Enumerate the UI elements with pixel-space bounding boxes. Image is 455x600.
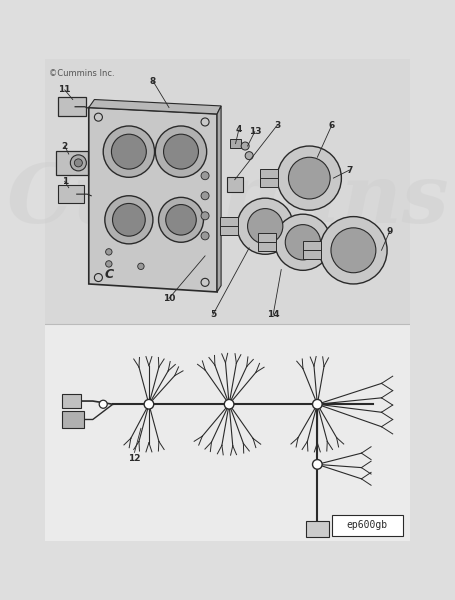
Circle shape [158, 197, 203, 242]
Circle shape [103, 126, 155, 178]
Circle shape [138, 263, 144, 269]
Text: ©Cummins Inc.: ©Cummins Inc. [49, 69, 114, 78]
Circle shape [163, 134, 198, 169]
Polygon shape [217, 106, 221, 292]
Text: 9: 9 [386, 227, 393, 236]
Circle shape [245, 152, 253, 160]
Text: 6: 6 [329, 121, 335, 130]
FancyBboxPatch shape [61, 412, 84, 428]
Polygon shape [89, 107, 217, 292]
Text: 13: 13 [248, 127, 261, 136]
Circle shape [201, 212, 209, 220]
Text: C: C [104, 268, 113, 281]
Text: 10: 10 [163, 294, 175, 303]
Circle shape [313, 400, 322, 409]
Circle shape [106, 248, 112, 255]
Circle shape [166, 205, 196, 235]
Circle shape [201, 192, 209, 200]
Text: Cummins: Cummins [6, 160, 449, 240]
Text: 1: 1 [61, 177, 68, 186]
Circle shape [111, 134, 147, 169]
Circle shape [74, 159, 82, 167]
FancyBboxPatch shape [220, 217, 238, 235]
Circle shape [106, 261, 112, 267]
Circle shape [201, 232, 209, 240]
Text: ep600gb: ep600gb [347, 520, 388, 530]
Circle shape [313, 460, 322, 469]
FancyBboxPatch shape [258, 233, 276, 251]
FancyBboxPatch shape [306, 521, 329, 538]
Text: 12: 12 [128, 454, 141, 463]
FancyBboxPatch shape [332, 515, 403, 536]
Circle shape [155, 126, 207, 178]
Bar [45, 59, 410, 324]
Circle shape [99, 400, 107, 408]
Text: 3: 3 [274, 121, 280, 130]
FancyBboxPatch shape [303, 241, 320, 259]
Text: 8: 8 [150, 77, 156, 86]
Circle shape [277, 146, 341, 210]
Circle shape [331, 228, 376, 273]
Text: 14: 14 [267, 310, 279, 319]
Circle shape [275, 214, 331, 271]
Polygon shape [89, 100, 221, 114]
Text: 2: 2 [61, 142, 68, 151]
FancyBboxPatch shape [61, 394, 81, 408]
FancyBboxPatch shape [58, 97, 86, 116]
Circle shape [320, 217, 387, 284]
Text: 5: 5 [210, 310, 216, 319]
Circle shape [224, 400, 234, 409]
FancyBboxPatch shape [56, 151, 88, 175]
FancyBboxPatch shape [227, 178, 243, 192]
FancyBboxPatch shape [260, 169, 278, 187]
Circle shape [71, 155, 86, 171]
FancyBboxPatch shape [230, 139, 241, 148]
Circle shape [144, 400, 154, 409]
Circle shape [241, 142, 249, 150]
Circle shape [285, 224, 320, 260]
Text: 4: 4 [236, 125, 242, 134]
Circle shape [288, 157, 330, 199]
Circle shape [112, 203, 145, 236]
Text: 7: 7 [346, 166, 353, 175]
Circle shape [201, 172, 209, 180]
Text: 11: 11 [59, 85, 71, 94]
Circle shape [105, 196, 153, 244]
FancyBboxPatch shape [58, 185, 84, 203]
Circle shape [237, 198, 293, 254]
Circle shape [248, 209, 283, 244]
Bar [45, 324, 410, 541]
